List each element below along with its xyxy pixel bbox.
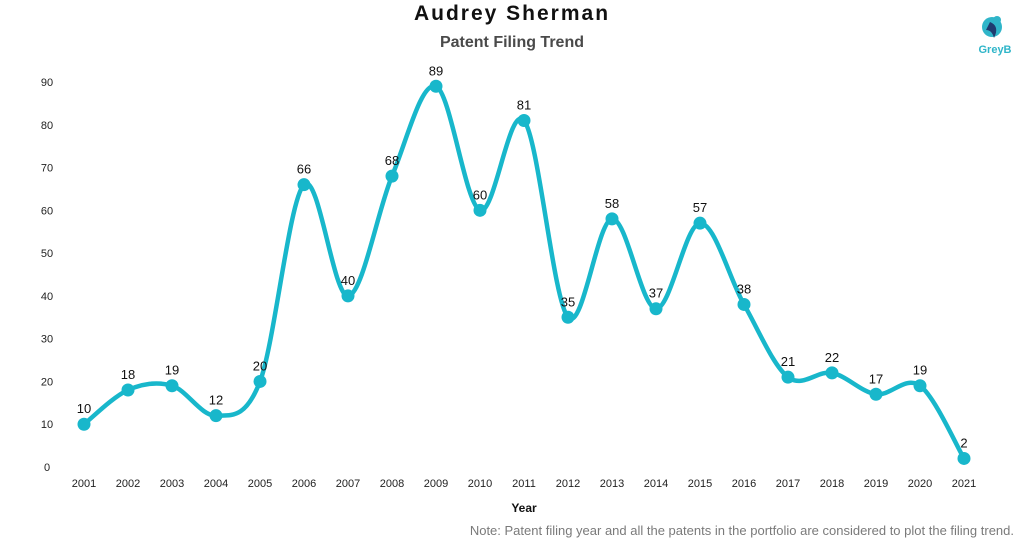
- data-label: 21: [781, 354, 795, 369]
- data-point: [165, 379, 179, 393]
- data-label: 58: [605, 196, 619, 211]
- x-tick-label: 2012: [556, 478, 580, 490]
- y-tick-label: 40: [41, 291, 53, 303]
- x-tick-label: 2010: [468, 478, 492, 490]
- data-label: 35: [561, 294, 575, 309]
- x-tick-label: 2018: [820, 478, 844, 490]
- x-tick-label: 2013: [600, 478, 624, 490]
- data-label: 81: [517, 98, 531, 113]
- greyb-logo: GreyB: [970, 10, 1020, 62]
- x-tick-label: 2014: [644, 478, 668, 490]
- x-tick-label: 2007: [336, 478, 360, 490]
- x-tick-label: 2021: [952, 478, 976, 490]
- data-point: [385, 169, 399, 183]
- data-point: [429, 79, 443, 93]
- data-point: [913, 379, 927, 393]
- x-tick-label: 2005: [248, 478, 272, 490]
- data-label: 89: [429, 63, 443, 78]
- data-point: [825, 366, 839, 380]
- y-tick-label: 10: [41, 419, 53, 431]
- data-point: [77, 417, 91, 431]
- data-point: [297, 178, 311, 192]
- chart-subtitle: Patent Filing Trend: [439, 34, 584, 51]
- data-point: [737, 297, 751, 311]
- y-tick-label: 70: [41, 163, 53, 175]
- y-tick-label: 60: [41, 205, 53, 217]
- x-tick-label: 2020: [908, 478, 932, 490]
- data-point: [781, 370, 795, 384]
- x-tick-label: 2006: [292, 478, 316, 490]
- x-tick-label: 2019: [864, 478, 888, 490]
- data-point: [605, 212, 619, 226]
- data-label: 20: [253, 358, 267, 373]
- data-label: 57: [693, 200, 707, 215]
- footnote: Note: Patent filing year and all the pat…: [469, 523, 1014, 538]
- x-tick-label: 2004: [204, 478, 228, 490]
- greyb-bird-icon: [982, 16, 1002, 38]
- x-tick-label: 2002: [116, 478, 140, 490]
- y-tick-label: 80: [41, 120, 53, 132]
- y-tick-label: 20: [41, 376, 53, 388]
- logo-text: GreyB: [978, 44, 1012, 56]
- x-tick-label: 2009: [424, 478, 448, 490]
- data-point: [253, 374, 267, 388]
- data-point: [473, 203, 487, 217]
- data-label: 68: [385, 153, 399, 168]
- data-point: [517, 114, 531, 127]
- y-tick-label: 0: [44, 462, 50, 474]
- data-label: 22: [825, 350, 839, 365]
- x-tick-label: 2003: [160, 478, 184, 490]
- data-label: 37: [649, 286, 663, 301]
- data-point: [693, 216, 707, 230]
- data-label: 19: [913, 363, 927, 378]
- data-label: 38: [737, 281, 751, 296]
- data-label: 19: [165, 363, 179, 378]
- y-tick-label: 50: [41, 248, 53, 260]
- data-point: [957, 451, 971, 465]
- data-label: 40: [341, 273, 355, 288]
- data-point: [561, 310, 575, 324]
- data-point: [209, 409, 223, 423]
- data-point: [121, 383, 135, 397]
- x-tick-label: 2016: [732, 478, 756, 490]
- x-tick-label: 2001: [72, 478, 96, 490]
- x-tick-label: 2008: [380, 478, 404, 490]
- chart-title: Audrey Sherman: [413, 2, 611, 25]
- data-label: 12: [209, 393, 223, 408]
- data-label: 18: [121, 367, 135, 382]
- data-point: [649, 302, 663, 316]
- x-tick-label: 2017: [776, 478, 800, 490]
- y-tick-label: 90: [41, 77, 53, 89]
- x-axis-title: Year: [511, 501, 537, 515]
- data-label: 10: [77, 401, 91, 416]
- data-label: 17: [869, 371, 883, 386]
- data-point: [341, 289, 355, 303]
- x-tick-label: 2015: [688, 478, 712, 490]
- data-label: 66: [297, 162, 311, 177]
- data-label: 60: [473, 187, 487, 202]
- data-label: 2: [960, 435, 967, 450]
- x-tick-label: 2011: [512, 478, 536, 490]
- y-tick-label: 30: [41, 334, 53, 346]
- data-point: [869, 387, 883, 401]
